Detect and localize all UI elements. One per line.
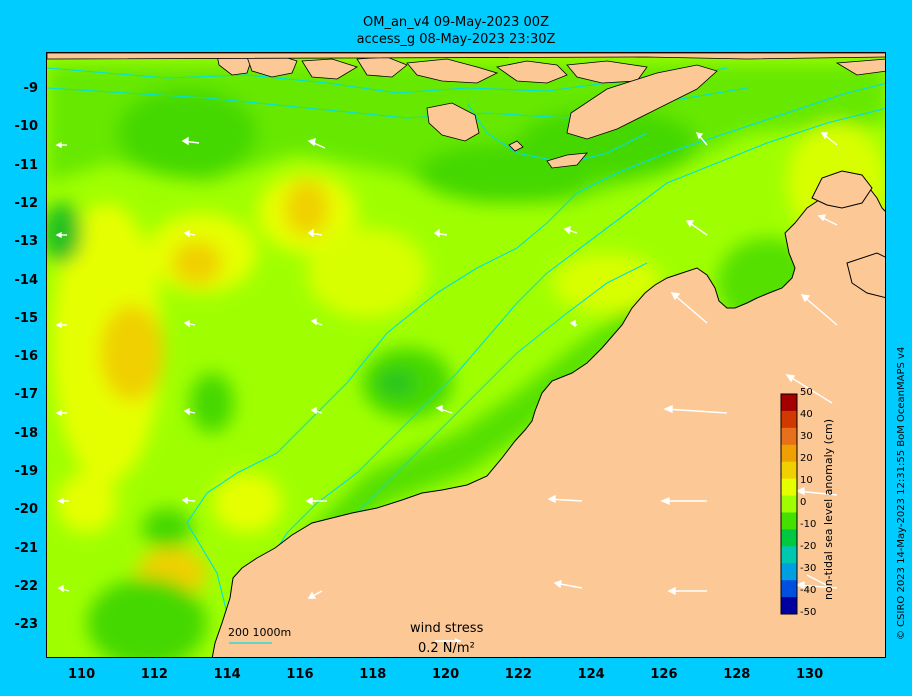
colorbar-segment [781, 461, 797, 480]
australia-mainland [211, 182, 885, 657]
colorbar-segment [781, 444, 797, 463]
colorbar-tick-label: -30 [800, 563, 817, 574]
colorbar-segment [781, 546, 797, 564]
lat-tick-label: -21 [14, 540, 39, 556]
lat-tick-label: -16 [14, 349, 39, 365]
colorbar-tick-label: -50 [800, 607, 817, 618]
northern-islands [47, 53, 885, 169]
lon-tick-label: 120 [432, 667, 460, 682]
lat-tick-label: -14 [14, 272, 39, 288]
lon-tick-label: 128 [723, 667, 751, 682]
lon-tick-label: 110 [68, 667, 96, 682]
wind-stress-scale: 0.2 N/m² [418, 641, 475, 656]
credit-text: © CSIRO 2023 14-May-2023 12:31:55 BoM Oc… [896, 346, 907, 640]
colorbar-segment [781, 563, 797, 581]
sea-level-map [47, 53, 885, 657]
colorbar-tick-label: 50 [800, 387, 813, 398]
lon-tick-label: 112 [140, 667, 168, 682]
lat-tick-label: -11 [14, 157, 39, 173]
depth-contour-legend: 200 1000m [228, 626, 292, 639]
colorbar-segment [781, 478, 797, 497]
colorbar [780, 393, 798, 615]
colorbar-tick-label: 20 [800, 453, 813, 464]
map-title-line2: access_g 08-May-2023 23:30Z [356, 32, 556, 47]
map-title-line1: OM_an_v4 09-May-2023 00Z [363, 15, 549, 30]
lat-tick-label: -17 [14, 387, 39, 403]
wind-stress-scale-arrow [435, 638, 461, 644]
lon-tick-label: 118 [359, 667, 387, 682]
map-panel [46, 52, 886, 658]
lat-tick-label: -13 [14, 234, 39, 250]
lat-tick-label: -9 [23, 81, 38, 96]
colorbar-tick-label: 40 [800, 409, 813, 420]
colorbar-segment [781, 580, 797, 598]
lon-tick-label: 130 [796, 667, 824, 682]
darwin-peninsula [811, 170, 873, 209]
coastal-land [846, 252, 885, 299]
lat-tick-label: -20 [14, 502, 39, 518]
lat-tick-label: -22 [14, 578, 39, 594]
colorbar-segment [781, 410, 797, 429]
lat-tick-label: -19 [14, 464, 39, 479]
colorbar-tick-label: 10 [800, 475, 813, 486]
colorbar-segment [781, 495, 797, 513]
colorbar-tick-label: -40 [800, 585, 817, 596]
wind-stress-label: wind stress [410, 621, 484, 636]
lon-tick-label: 114 [213, 667, 241, 682]
colorbar-tick-label: 0 [800, 497, 807, 508]
colorbar-tick-label: -20 [800, 541, 817, 552]
colorbar-segment [781, 394, 797, 412]
wind-stress-arrows [55, 132, 838, 599]
lat-tick-label: -15 [14, 310, 39, 326]
lat-tick-label: -18 [14, 425, 39, 441]
colorbar-segment [781, 427, 797, 446]
lon-tick-label: 116 [286, 667, 314, 682]
colorbar-label: non-tidal sea level anomaly (cm) [822, 419, 835, 600]
colorbar-segment [781, 597, 797, 615]
lat-tick-label: -10 [14, 119, 39, 135]
lon-tick-label: 124 [577, 667, 605, 682]
lon-tick-label: 122 [504, 667, 532, 682]
colorbar-frame [780, 393, 798, 615]
lon-tick-label: 126 [650, 667, 678, 682]
colorbar-segment [781, 512, 797, 530]
colorbar-tick-label: 30 [800, 431, 813, 442]
lat-tick-label: -23 [14, 617, 39, 633]
lat-tick-label: -12 [14, 195, 39, 211]
colorbar-segment [781, 529, 797, 547]
colorbar-tick-label: -10 [800, 519, 817, 530]
